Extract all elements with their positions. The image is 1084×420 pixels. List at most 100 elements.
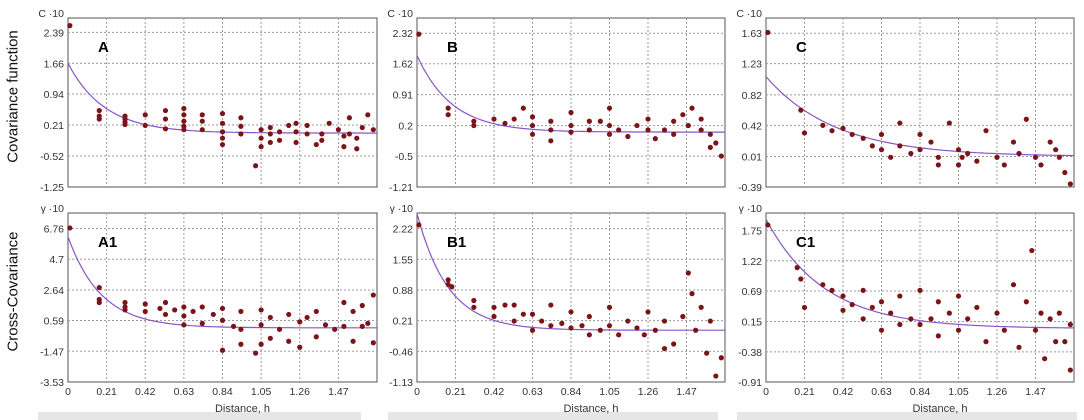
y-tick-label-b: 0.91 [393, 90, 414, 102]
data-point-b [685, 122, 691, 129]
data-point-b [568, 129, 574, 135]
data-point-b [606, 122, 613, 129]
x-tick-label-b1: 0 [414, 386, 420, 398]
data-point-b [529, 131, 536, 137]
data-point-c [829, 128, 835, 134]
data-point-a [142, 112, 148, 118]
data-point-a [326, 120, 332, 126]
data-point-b1 [713, 373, 719, 379]
data-point-a [346, 131, 353, 137]
data-point-c1 [860, 287, 866, 293]
data-point-a1 [219, 317, 226, 323]
data-point-c1 [1023, 299, 1029, 305]
data-point-a1 [219, 305, 226, 312]
x-tick-label-a1: 1.05 [251, 386, 272, 398]
y-tick-label-b: -1.21 [389, 182, 413, 194]
data-point-a1 [181, 322, 187, 328]
data-point-c1 [983, 338, 989, 345]
data-point-a1 [122, 307, 128, 313]
data-point-b [718, 153, 724, 159]
y-tick-label-a1: 2.64 [44, 285, 65, 297]
y-tick-label-a: -1.25 [40, 182, 64, 194]
data-point-b1 [559, 320, 565, 326]
y-tick-label-b1: -1.13 [389, 377, 413, 389]
data-point-c [1038, 162, 1044, 168]
data-point-b1 [579, 323, 585, 329]
data-point-a1 [267, 335, 273, 341]
y-axis-unit-a: C ·10 [38, 8, 64, 20]
data-point-a [304, 131, 310, 137]
data-point-c [959, 154, 965, 160]
data-point-c1 [849, 302, 855, 308]
data-point-b [471, 118, 477, 124]
panel-label-c: C [796, 39, 807, 56]
y-tick-label-b: 0.2 [398, 121, 413, 133]
data-point-b [661, 127, 668, 133]
y-tick-label-a1: 0.59 [44, 316, 65, 328]
data-point-b [652, 136, 658, 142]
data-point-b1 [568, 325, 574, 331]
y-tick-label-b1: -0.46 [389, 346, 413, 358]
y-tick-label-a1: 6.76 [44, 224, 65, 236]
data-point-c [955, 147, 962, 153]
data-point-a1 [199, 320, 205, 326]
data-point-b [597, 118, 603, 124]
y-tick-label-a: 2.39 [44, 27, 65, 39]
x-tick-label-c1: 0 [763, 386, 769, 398]
data-point-a1 [181, 313, 187, 319]
data-point-a1 [253, 350, 259, 356]
data-point-a [199, 127, 205, 133]
y-tick-label-a: 0.94 [44, 89, 65, 101]
y-tick-label-b1: 1.55 [393, 254, 414, 266]
y-tick-label-b1: 2.22 [393, 224, 414, 236]
data-point-b1 [652, 327, 658, 333]
data-point-a1 [370, 340, 376, 346]
data-point-a [276, 129, 283, 135]
data-point-c [1023, 116, 1029, 122]
data-point-b1 [529, 311, 536, 317]
data-point-a1 [297, 344, 303, 350]
data-point-c1 [965, 316, 971, 322]
data-point-a1 [238, 341, 244, 347]
data-point-b1 [671, 341, 677, 347]
data-point-b [529, 122, 536, 129]
data-point-b [698, 127, 704, 133]
data-point-c1 [935, 333, 941, 339]
data-point-a1 [276, 326, 283, 332]
data-point-c1 [888, 310, 894, 316]
data-point-b1 [471, 297, 477, 304]
y-tick-label-c: 0.82 [742, 90, 763, 102]
data-point-c1 [1056, 310, 1062, 316]
data-point-b1 [502, 302, 508, 308]
data-point-c1 [1032, 327, 1039, 333]
data-point-b [548, 138, 554, 144]
data-point-c1 [917, 321, 923, 328]
x-tick-label-b1: 1.26 [638, 386, 659, 398]
data-point-a1 [365, 320, 371, 326]
data-point-c1 [1053, 338, 1059, 345]
data-point-b1 [645, 309, 651, 315]
data-point-b [529, 114, 536, 120]
data-point-a1 [258, 307, 264, 313]
data-point-c1 [1001, 327, 1007, 333]
data-point-a [276, 137, 283, 143]
data-point-c [1056, 154, 1062, 160]
data-point-b1 [511, 318, 517, 324]
data-point-c [840, 125, 846, 131]
y-tick-label-a: 1.66 [44, 58, 65, 70]
x-axis-label-b1: Distance, h [563, 403, 618, 415]
data-point-a [319, 131, 325, 137]
data-point-b [568, 109, 574, 116]
data-point-b1 [634, 325, 640, 331]
data-point-c [1001, 162, 1007, 168]
data-point-a1 [267, 314, 273, 321]
data-point-c [888, 154, 894, 160]
data-point-c1 [1062, 338, 1068, 345]
panel-label-b1: B1 [447, 234, 466, 251]
y-axis-unit-b: C ·10 [387, 8, 413, 20]
data-point-c1 [1067, 367, 1073, 373]
data-point-b1 [511, 302, 517, 308]
data-point-b [445, 112, 451, 118]
data-point-a [122, 121, 128, 128]
data-point-a [304, 122, 310, 129]
